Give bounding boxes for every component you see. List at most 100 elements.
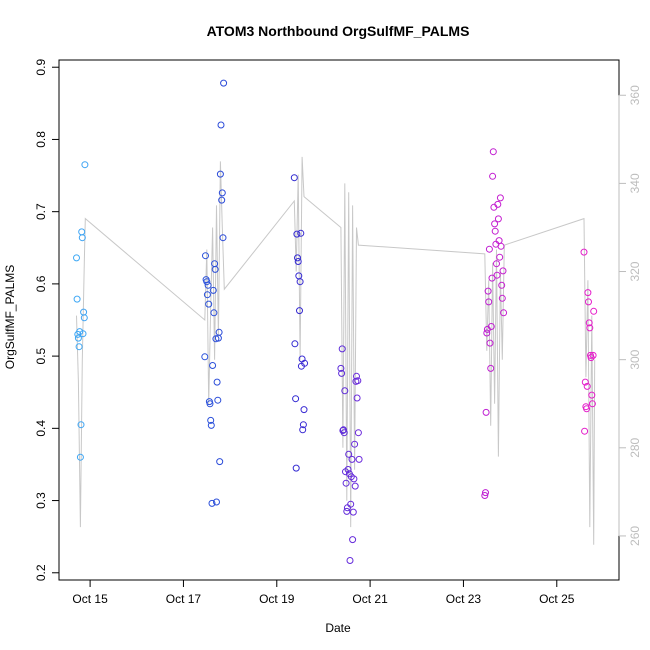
data-point <box>343 504 351 512</box>
y2-tick-label: 320 <box>628 261 642 281</box>
x-axis: Oct 15 Oct 17 Oct 19 Oct 21 Oct 23 Oct 25 <box>72 580 575 606</box>
data-point <box>585 298 592 306</box>
x-tick-label: Oct 19 <box>259 592 295 606</box>
x-axis-label: Date <box>325 621 351 635</box>
data-point <box>216 458 224 466</box>
data-point <box>588 400 596 408</box>
y-tick-label: 0.6 <box>34 275 48 292</box>
data-point <box>346 557 354 564</box>
data-point <box>296 307 303 315</box>
data-point <box>218 189 226 197</box>
data-point <box>293 230 301 238</box>
data-point <box>585 319 593 327</box>
y-tick-label: 0.2 <box>34 564 48 581</box>
data-point <box>583 382 591 390</box>
altitude-line-layer <box>76 156 596 545</box>
data-point <box>73 295 81 303</box>
data-point <box>213 498 220 506</box>
data-points-layer <box>73 79 598 564</box>
data-point <box>497 242 505 250</box>
y2-axis: 260 280 300 320 340 360 <box>618 85 642 546</box>
data-point <box>491 220 499 228</box>
y-tick-label: 0.4 <box>34 420 48 437</box>
x-tick-label: Oct 15 <box>72 592 108 606</box>
data-point <box>494 200 502 208</box>
data-point <box>209 362 217 369</box>
data-point <box>482 408 490 416</box>
y-axis: 0.2 0.3 0.4 0.5 0.6 0.7 0.8 0.9 <box>34 59 59 581</box>
data-point <box>209 286 217 294</box>
data-point <box>220 79 228 87</box>
y-axis-label: OrgSulfMF_PALMS <box>3 265 17 369</box>
data-point <box>75 343 83 351</box>
data-point <box>489 148 497 156</box>
data-point <box>354 377 362 385</box>
y2-tick-label: 260 <box>628 526 642 546</box>
data-point <box>580 248 588 256</box>
data-point <box>583 405 591 413</box>
data-point <box>206 400 214 408</box>
data-point <box>494 215 502 223</box>
data-point <box>219 234 227 242</box>
data-point <box>204 281 212 289</box>
data-point <box>486 339 494 347</box>
data-point <box>496 194 504 202</box>
y2-tick-label: 340 <box>628 173 642 193</box>
data-point <box>340 429 348 437</box>
data-point <box>216 170 224 178</box>
y-tick-label: 0.7 <box>34 203 48 220</box>
plot-frame <box>58 59 620 581</box>
data-point <box>296 278 304 286</box>
data-point <box>481 492 489 499</box>
data-point <box>343 507 351 515</box>
data-point <box>351 440 359 448</box>
data-point <box>76 453 84 461</box>
x-tick-label: Oct 17 <box>166 592 202 606</box>
data-point <box>491 227 499 235</box>
data-point <box>495 237 503 245</box>
data-point <box>292 464 300 472</box>
data-point <box>581 427 589 435</box>
y-tick-label: 0.9 <box>34 59 48 76</box>
data-point <box>79 330 87 338</box>
data-point <box>487 364 495 372</box>
data-point <box>587 354 595 362</box>
data-point <box>342 479 350 487</box>
data-point <box>590 307 598 315</box>
x-tick-label: Oct 23 <box>446 592 482 606</box>
data-point <box>344 466 352 473</box>
data-point <box>203 291 211 299</box>
data-point <box>589 351 597 359</box>
altitude-line <box>76 156 596 545</box>
data-point <box>208 499 216 507</box>
data-point <box>348 455 356 463</box>
data-point <box>354 429 362 437</box>
data-point <box>484 287 492 295</box>
data-point <box>299 421 307 429</box>
y-tick-label: 0.8 <box>34 131 48 148</box>
data-point <box>201 353 209 361</box>
data-point <box>347 500 355 508</box>
data-point <box>211 260 219 268</box>
data-point <box>498 294 506 302</box>
y2-tick-label: 300 <box>628 349 642 369</box>
data-point <box>489 172 497 180</box>
data-point <box>217 121 225 129</box>
data-point <box>485 245 493 253</box>
data-point <box>355 455 363 463</box>
y2-tick-label: 360 <box>628 85 642 105</box>
data-point <box>73 254 80 262</box>
data-point <box>351 482 359 490</box>
data-point <box>299 426 307 434</box>
data-point <box>584 289 592 297</box>
data-point <box>588 391 596 399</box>
data-point <box>205 300 213 308</box>
data-point <box>350 475 358 483</box>
data-point <box>493 271 501 279</box>
x-tick-label: Oct 25 <box>539 592 575 606</box>
data-point <box>493 260 500 268</box>
data-point <box>498 281 506 289</box>
data-point <box>294 254 301 262</box>
data-point <box>485 298 493 306</box>
